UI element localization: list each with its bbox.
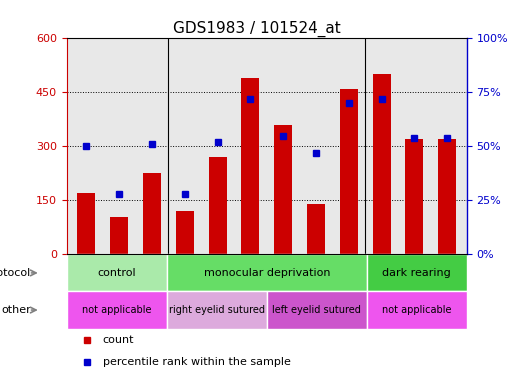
Bar bbox=[167, 291, 267, 329]
Text: dark rearing: dark rearing bbox=[382, 268, 451, 278]
Text: count: count bbox=[103, 334, 134, 344]
Text: other: other bbox=[1, 305, 31, 315]
Bar bbox=[67, 291, 167, 329]
Bar bbox=[67, 254, 167, 291]
Text: GDS1983 / 101524_at: GDS1983 / 101524_at bbox=[173, 21, 340, 37]
Text: protocol: protocol bbox=[0, 268, 31, 278]
Bar bbox=[372, 74, 390, 254]
Bar bbox=[110, 217, 128, 254]
Text: percentile rank within the sample: percentile rank within the sample bbox=[103, 356, 290, 366]
Bar bbox=[241, 78, 260, 254]
Bar bbox=[167, 254, 367, 291]
Bar bbox=[438, 139, 456, 254]
Bar bbox=[367, 254, 467, 291]
Text: not applicable: not applicable bbox=[82, 305, 151, 315]
Bar bbox=[307, 204, 325, 254]
Bar bbox=[176, 211, 194, 254]
Text: control: control bbox=[97, 268, 136, 278]
Bar bbox=[77, 193, 95, 254]
Bar bbox=[367, 291, 467, 329]
Bar bbox=[267, 291, 367, 329]
Bar bbox=[405, 139, 423, 254]
Text: not applicable: not applicable bbox=[382, 305, 451, 315]
Text: left eyelid sutured: left eyelid sutured bbox=[272, 305, 361, 315]
Text: right eyelid sutured: right eyelid sutured bbox=[169, 305, 265, 315]
Bar bbox=[143, 174, 161, 254]
Bar bbox=[209, 157, 227, 254]
Text: monocular deprivation: monocular deprivation bbox=[204, 268, 330, 278]
Bar bbox=[274, 125, 292, 254]
Bar bbox=[340, 89, 358, 254]
